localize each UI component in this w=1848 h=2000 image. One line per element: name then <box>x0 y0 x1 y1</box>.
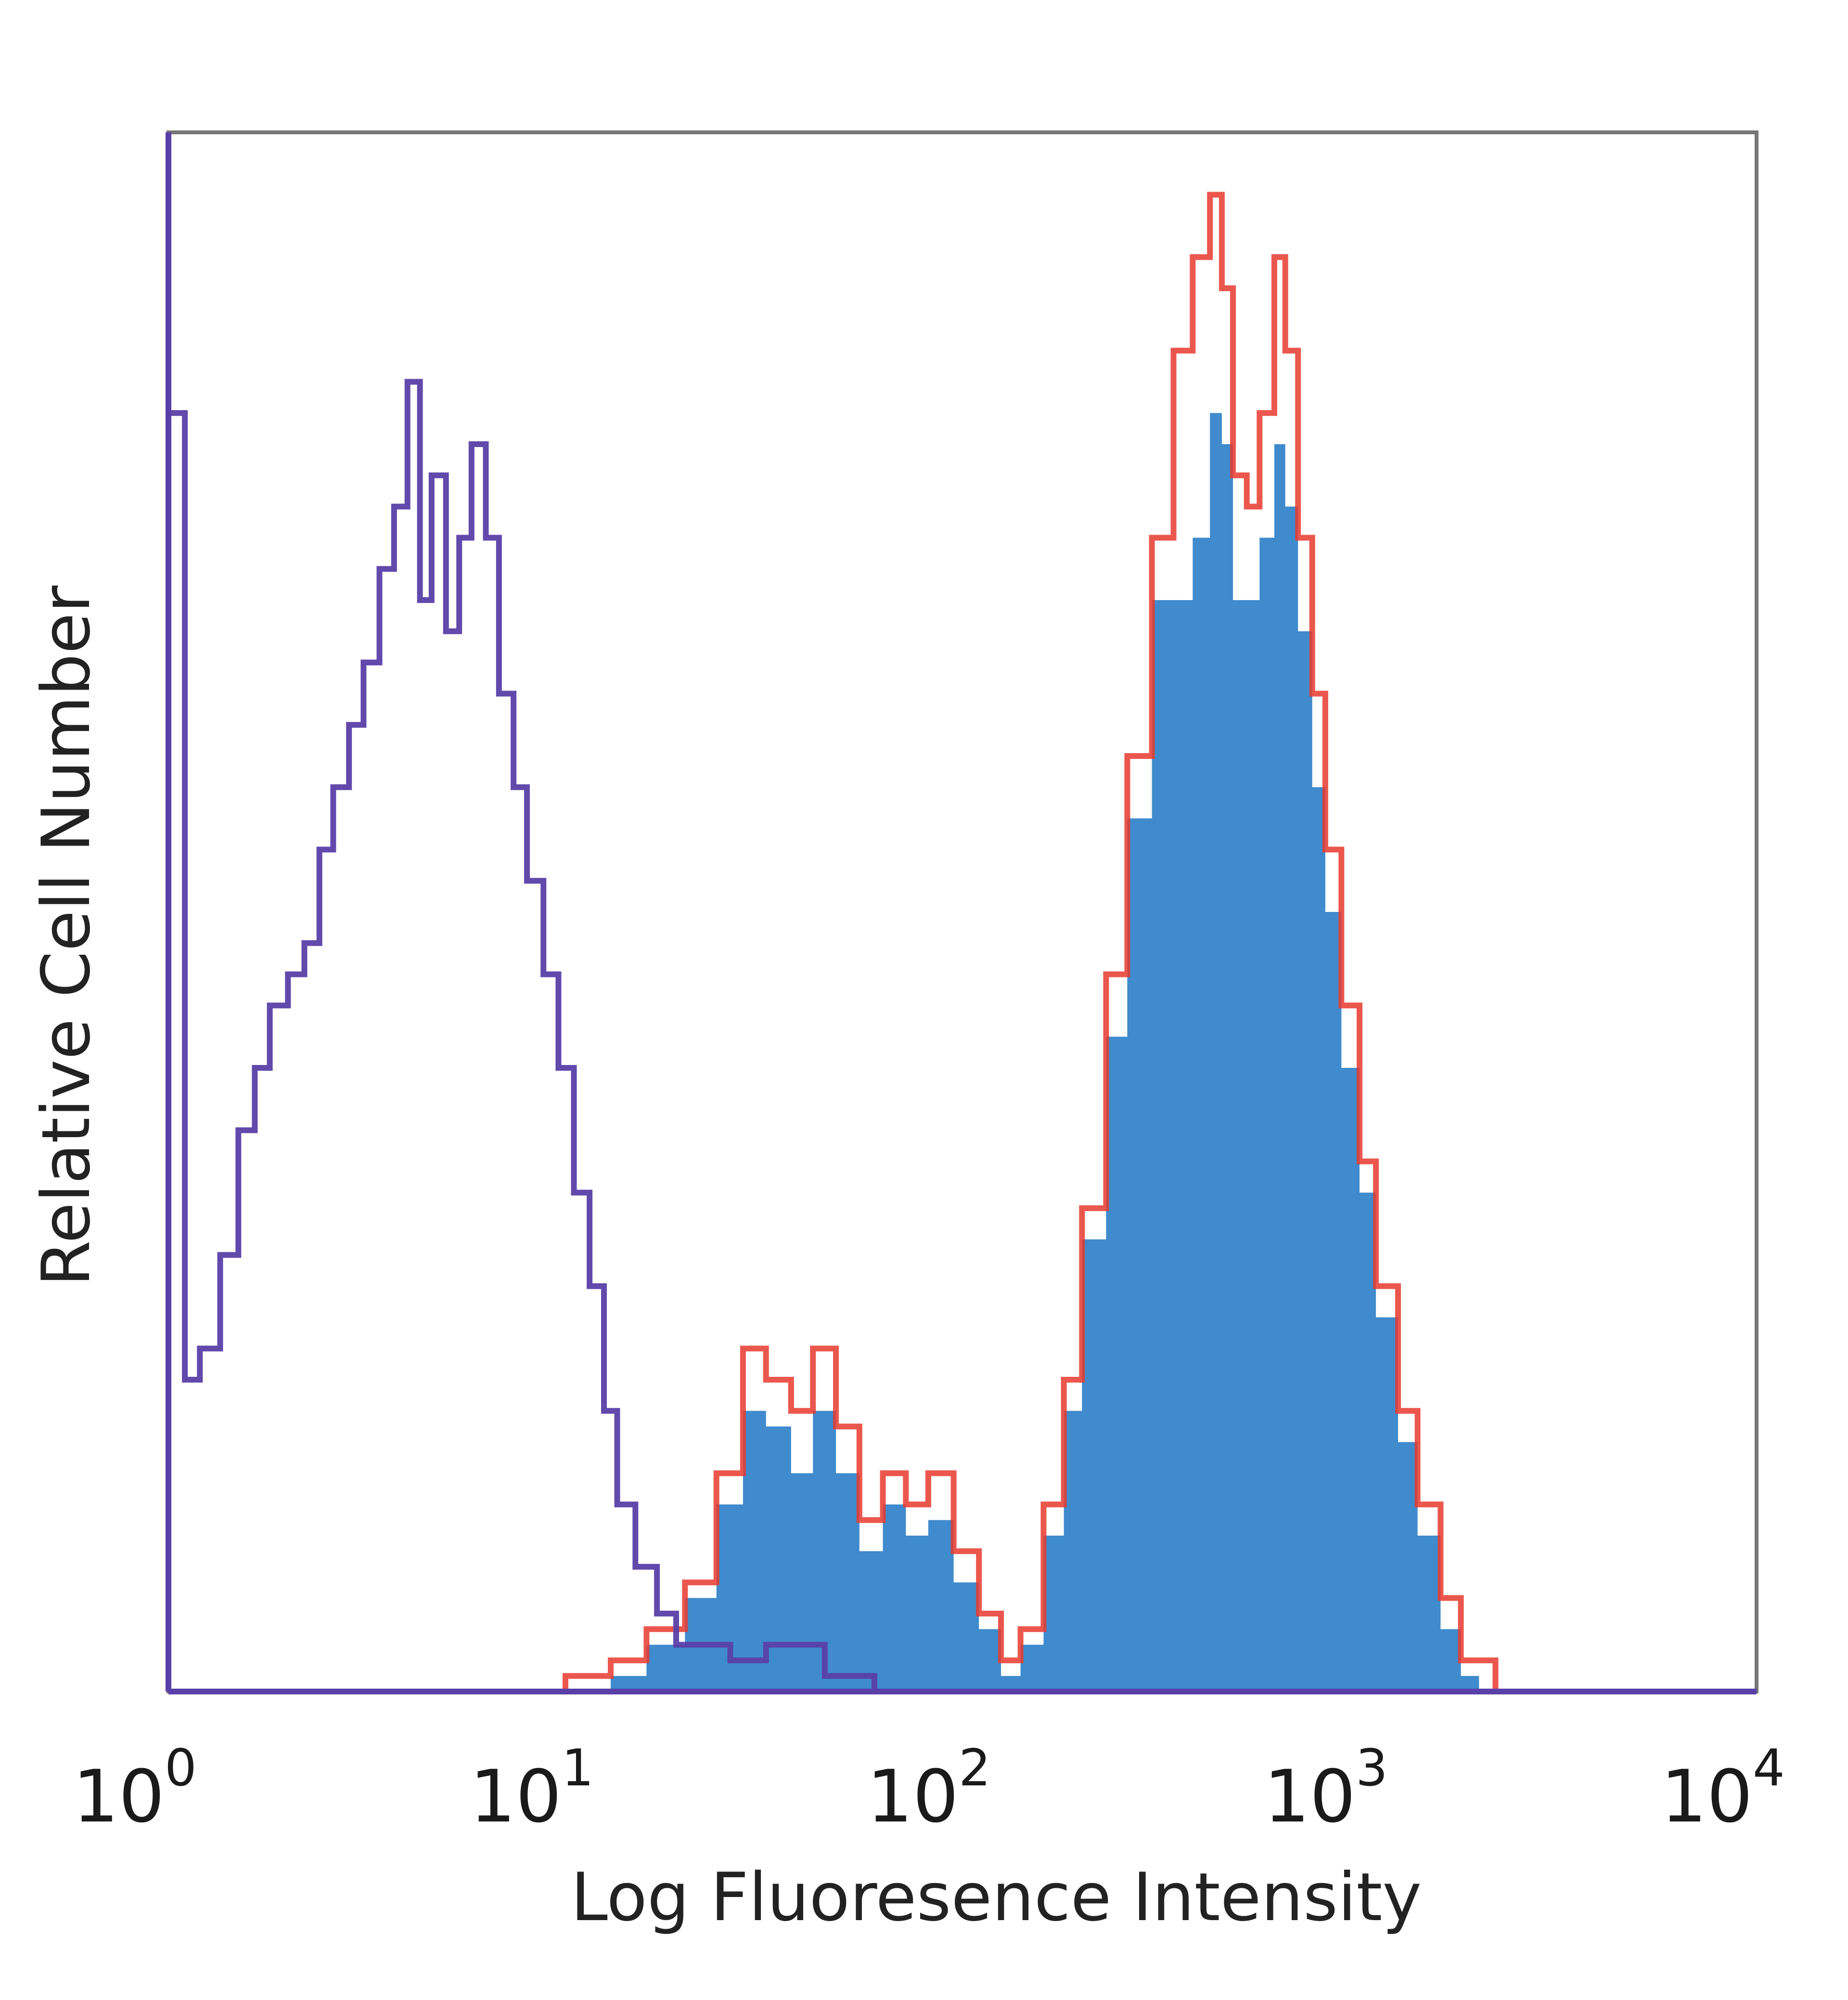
histogram-outline-series-2 <box>168 379 1757 1694</box>
x-tick-label-1: 101 <box>470 1739 594 1839</box>
histogram-filled-series <box>168 413 1757 1692</box>
plot-frame <box>167 130 1758 1693</box>
x-tick-label-3: 103 <box>1264 1739 1388 1839</box>
x-tick-labels: 100 101 102 103 104 <box>73 1739 1785 1839</box>
y-axis-label: Relative Cell Number <box>27 585 105 1286</box>
x-axis-label: Log Fluoresence Intensity <box>571 1859 1422 1936</box>
x-tick-label-0: 100 <box>73 1739 197 1839</box>
histogram-outline-series-1 <box>168 192 1757 1694</box>
x-tick-label-4: 104 <box>1661 1739 1785 1839</box>
plot-series <box>168 192 1757 1694</box>
x-tick-label-2: 102 <box>867 1739 991 1839</box>
